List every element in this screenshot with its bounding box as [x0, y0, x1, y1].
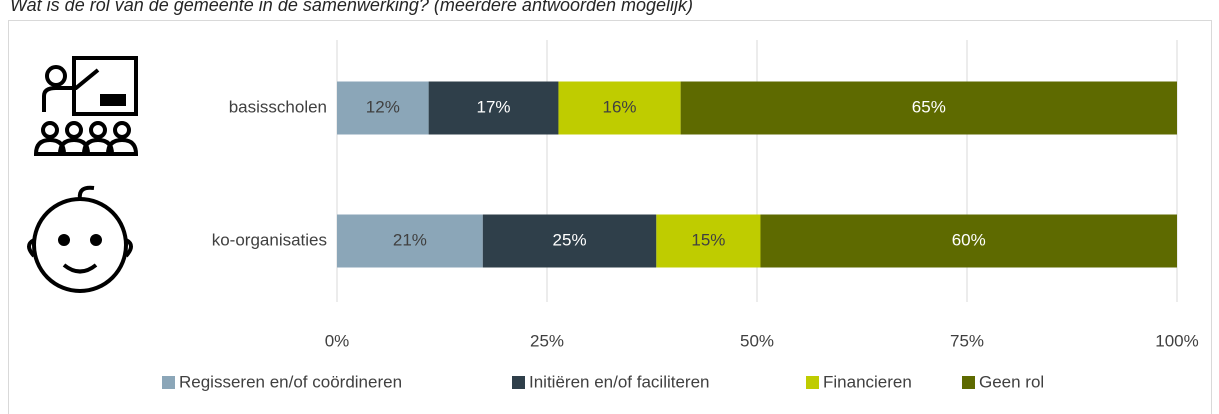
data-label: 16% — [603, 97, 637, 116]
bar-segment — [760, 214, 1177, 268]
data-label: 60% — [952, 230, 986, 249]
data-label: 15% — [691, 230, 725, 249]
data-label: 17% — [477, 97, 511, 116]
legend-label: Geen rol — [979, 372, 1044, 391]
bar-segment — [337, 214, 483, 268]
x-tick-label: 75% — [950, 331, 984, 350]
legend-swatch — [162, 376, 175, 389]
bar-segment — [558, 81, 681, 135]
x-tick-label: 100% — [1155, 331, 1198, 350]
x-tick-label: 25% — [530, 331, 564, 350]
legend-label: Regisseren en/of coördineren — [179, 372, 402, 391]
bar-segment — [656, 214, 761, 268]
teacher-icon — [33, 56, 139, 156]
legend-label: Initiëren en/of faciliteren — [529, 372, 710, 391]
x-tick-label: 50% — [740, 331, 774, 350]
bar-segment — [680, 81, 1177, 135]
legend-swatch — [962, 376, 975, 389]
x-tick-label: 0% — [325, 331, 350, 350]
y-tick-label: ko-organisaties — [212, 230, 327, 249]
y-tick-label: basisscholen — [229, 97, 327, 116]
data-label: 21% — [393, 230, 427, 249]
bar-segment — [428, 81, 559, 135]
data-label: 12% — [366, 97, 400, 116]
legend-swatch — [806, 376, 819, 389]
legend-swatch — [512, 376, 525, 389]
bar-segment — [337, 81, 429, 135]
legend-label: Financieren — [823, 372, 912, 391]
data-label: 25% — [553, 230, 587, 249]
data-label: 65% — [912, 97, 946, 116]
chart-title: Wat is de rol van de gemeente in de same… — [10, 0, 693, 15]
bar-segment — [482, 214, 657, 268]
baby-icon — [27, 185, 133, 293]
